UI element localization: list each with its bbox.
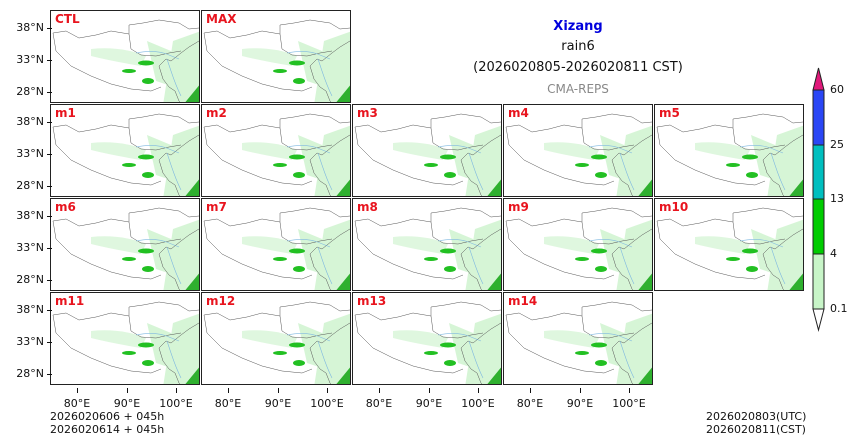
map-panel-max: MAX: [201, 10, 351, 103]
y-tick-label: 33°N: [2, 335, 52, 348]
panel-label: m14: [508, 294, 538, 308]
title-source: CMA-REPS: [547, 82, 609, 96]
colorbar-seg-4-13: [812, 198, 825, 255]
y-tick-label: 38°N: [2, 209, 52, 222]
y-tick-label: 28°N: [2, 273, 52, 286]
map-panel-m7: m7: [201, 198, 351, 291]
y-tick-label: 38°N: [2, 115, 52, 128]
x-tick-label: 80°E: [359, 388, 399, 410]
init-time-cst: 2026020614 + 045h: [50, 423, 165, 436]
map-panel-ctl: CTL: [50, 10, 200, 103]
map-panel-m11: m11: [50, 292, 200, 385]
panel-label: m5: [659, 106, 680, 120]
panel-label: CTL: [55, 12, 80, 26]
colorbar-label: 13: [830, 192, 844, 205]
title-variable: rain6: [561, 39, 595, 54]
title-period: (2026020805-2026020811 CST): [473, 60, 683, 75]
colorbar-extend-min: [812, 308, 825, 332]
map-panel-m5: m5: [654, 104, 804, 197]
y-tick-label: 28°N: [2, 85, 52, 98]
x-tick-label: 90°E: [107, 388, 147, 410]
title-region: Xizang: [553, 19, 603, 34]
y-tick-label: 38°N: [2, 303, 52, 316]
map-panel-m13: m13: [352, 292, 502, 385]
map-panel-m2: m2: [201, 104, 351, 197]
x-tick-label: 90°E: [560, 388, 600, 410]
panel-label: m4: [508, 106, 529, 120]
x-tick-label: 100°E: [307, 388, 347, 410]
y-tick-label: 28°N: [2, 367, 52, 380]
map-panel-m12: m12: [201, 292, 351, 385]
map-panel-m8: m8: [352, 198, 502, 291]
panel-label: MAX: [206, 12, 237, 26]
panel-label: m11: [55, 294, 85, 308]
colorbar-label: 4: [830, 247, 837, 260]
map-panel-m9: m9: [503, 198, 653, 291]
x-tick-label: 80°E: [510, 388, 550, 410]
x-tick-label: 100°E: [156, 388, 196, 410]
map-panel-m6: m6: [50, 198, 200, 291]
y-tick-label: 33°N: [2, 147, 52, 160]
panel-label: m12: [206, 294, 236, 308]
colorbar-seg-13-25: [812, 144, 825, 200]
panel-label: m1: [55, 106, 76, 120]
valid-time-cst: 2026020811(CST): [706, 423, 806, 436]
panel-label: m9: [508, 200, 529, 214]
x-tick-label: 90°E: [258, 388, 298, 410]
colorbar-label: 60: [830, 83, 844, 96]
map-panel-m3: m3: [352, 104, 502, 197]
panel-label: m2: [206, 106, 227, 120]
panel-label: m7: [206, 200, 227, 214]
colorbar-label: 0.1: [830, 302, 848, 315]
map-panel-m1: m1: [50, 104, 200, 197]
y-tick-label: 33°N: [2, 53, 52, 66]
panel-label: m10: [659, 200, 689, 214]
map-panel-m4: m4: [503, 104, 653, 197]
map-panel-m14: m14: [503, 292, 653, 385]
colorbar-seg-25-60: [812, 89, 825, 146]
colorbar-seg-0.1-4: [812, 253, 825, 310]
panel-label: m8: [357, 200, 378, 214]
panel-label: m3: [357, 106, 378, 120]
y-tick-label: 33°N: [2, 241, 52, 254]
y-tick-label: 28°N: [2, 179, 52, 192]
x-tick-label: 90°E: [409, 388, 449, 410]
x-tick-label: 80°E: [57, 388, 97, 410]
map-panel-m10: m10: [654, 198, 804, 291]
x-tick-label: 80°E: [208, 388, 248, 410]
y-tick-label: 38°N: [2, 21, 52, 34]
init-time-utc: 2026020606 + 045h: [50, 410, 165, 423]
valid-time-utc: 2026020803(UTC): [706, 410, 807, 423]
colorbar-label: 25: [830, 138, 844, 151]
panel-label: m13: [357, 294, 387, 308]
panel-label: m6: [55, 200, 76, 214]
x-tick-label: 100°E: [458, 388, 498, 410]
colorbar: [812, 67, 825, 332]
colorbar-extend-max: [812, 67, 825, 91]
x-tick-label: 100°E: [609, 388, 649, 410]
